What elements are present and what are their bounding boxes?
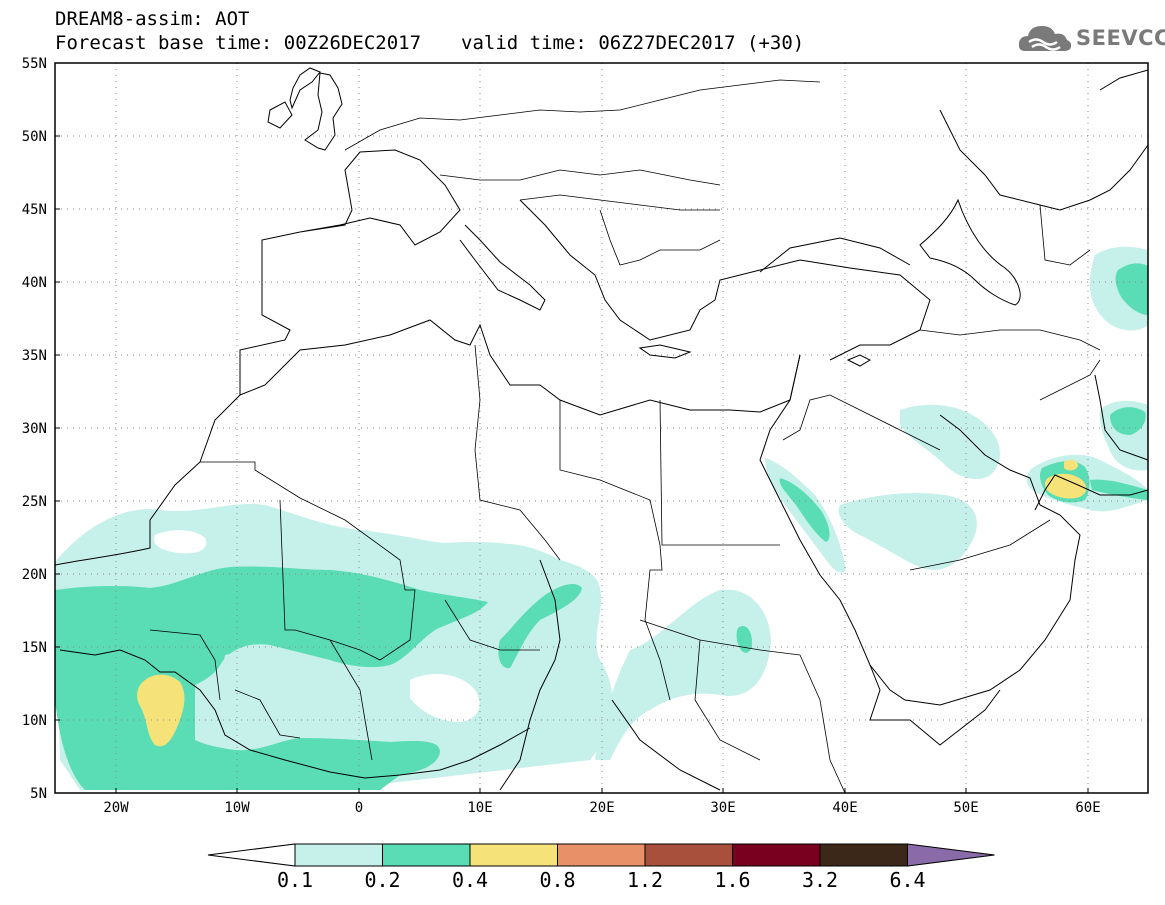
cloud-icon: [1018, 26, 1072, 51]
colorbar-label: 3.2: [801, 868, 839, 892]
colorbar-segment: [732, 843, 821, 867]
longitude-labels: 20W 10W 0 10E 20E 30E 40E 50E 60E: [103, 800, 1100, 816]
lat-label: 55N: [22, 56, 47, 72]
valid-time: valid time: 06Z27DEC2017 (+30): [461, 32, 805, 54]
lat-label: 25N: [22, 494, 47, 510]
base-time: Forecast base time: 00Z26DEC2017: [55, 32, 422, 54]
colorbar-segment: [382, 843, 471, 867]
lon-label: 0: [355, 800, 363, 816]
latitude-labels: 55N 50N 45N 40N 35N 30N 25N 20N 15N 10N …: [22, 56, 47, 802]
lon-label: 60E: [1075, 800, 1100, 816]
lat-label: 5N: [30, 786, 47, 802]
colorbar-label: 1.2: [626, 868, 664, 892]
colorbar-segment: [207, 843, 296, 867]
colorbar-segment: [907, 843, 995, 867]
lon-label: 30E: [710, 800, 735, 816]
graticule: [55, 63, 1148, 793]
colorbar: [207, 843, 995, 867]
lat-label: 10N: [22, 713, 47, 729]
colorbar-segment: [294, 843, 383, 867]
lat-label: 15N: [22, 640, 47, 656]
lon-label: 50E: [953, 800, 978, 816]
aot-field: [55, 246, 1148, 790]
lat-label: 40N: [22, 275, 47, 291]
colorbar-label: 1.6: [714, 868, 751, 892]
lat-label: 50N: [22, 129, 47, 145]
lat-label: 30N: [22, 421, 47, 437]
colorbar-label: 0.4: [451, 868, 489, 892]
lon-label: 40E: [832, 800, 857, 816]
lat-label: 20N: [22, 567, 47, 583]
logo-text: SEEVCCC: [1076, 26, 1165, 50]
colorbar-label: 6.4: [889, 868, 926, 892]
seevccc-logo: SEEVCCC: [1017, 20, 1165, 56]
lon-label: 20E: [589, 800, 614, 816]
colorbar-label: 0.2: [364, 868, 401, 892]
map-title: DREAM8-assim: AOT: [55, 8, 250, 30]
lat-label: 35N: [22, 348, 47, 364]
lon-label: 10W: [224, 800, 250, 816]
colorbar-segment: [557, 843, 646, 867]
colorbar-label: 0.8: [539, 868, 576, 892]
lon-label: 20W: [103, 800, 129, 816]
coastlines: [55, 67, 1148, 791]
colorbar-segment: [644, 843, 733, 867]
colorbar-segment: [469, 843, 558, 867]
colorbar-segment: [819, 843, 908, 867]
lon-label: 10E: [467, 800, 492, 816]
lat-label: 45N: [22, 202, 47, 218]
axis-ticks: [55, 62, 1089, 793]
colorbar-label: 0.1: [276, 868, 314, 892]
country-borders: [149, 79, 1101, 793]
forecast-times: Forecast base time: 00Z26DEC2017 valid ti…: [55, 32, 804, 54]
